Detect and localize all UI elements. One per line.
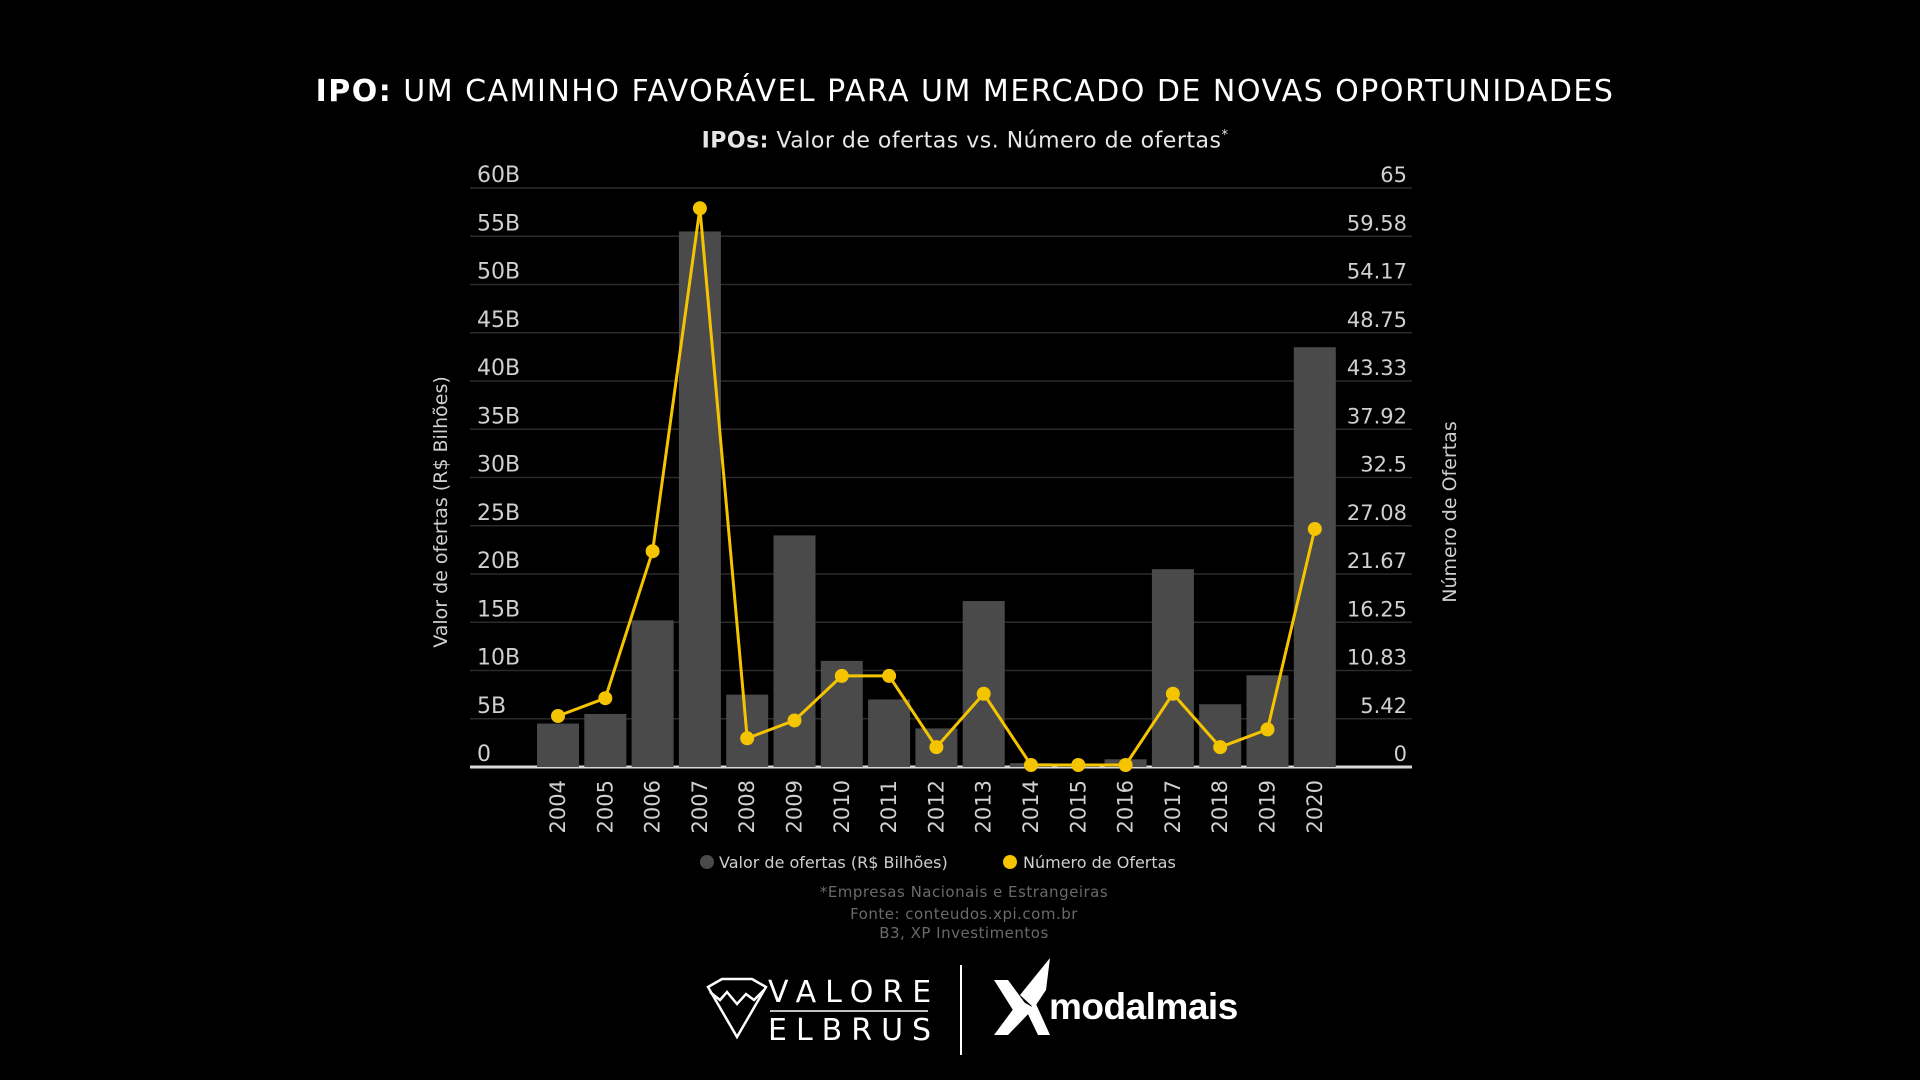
page-title: IPO: UM CAMINHO FAVORÁVEL PARA UM MERCAD… <box>0 74 1920 109</box>
x-tick-label: 2014 <box>1019 780 1043 833</box>
valore-diamond-icon <box>706 977 768 1040</box>
y-right-tick-label: 37.92 <box>1347 404 1407 428</box>
x-tick-label: 2017 <box>1161 780 1185 833</box>
bar <box>1293 347 1336 767</box>
x-tick-label: 2012 <box>924 780 948 833</box>
footnote: *Empresas Nacionais e Estrangeiras <box>819 883 1109 901</box>
x-tick-label: 2009 <box>783 780 807 833</box>
line-point <box>1307 521 1322 536</box>
axis-ticks: 0 5B 10B 15B 20B 25B 30B 35B 40B 45B 50B 55B 60B 0 5.4… <box>430 163 1461 833</box>
legend-label-line: Número de Ofertas <box>1023 853 1176 872</box>
chart-subtitle-bold: IPOs: <box>701 128 769 154</box>
line-point <box>1165 686 1180 701</box>
line-point <box>1260 722 1275 737</box>
line-series <box>551 201 1322 772</box>
chart-subtitle: IPOs: Valor de ofertas vs. Número de ofe… <box>0 128 1920 153</box>
y-left-tick-label: 45B <box>477 308 520 333</box>
bar <box>773 535 816 767</box>
y-right-tick-label: 16.25 <box>1347 597 1407 621</box>
x-tick-label: 2018 <box>1208 780 1232 833</box>
legend: Valor de ofertas (R$ Bilhões) Número de O… <box>700 853 1176 872</box>
x-tick-label: 2020 <box>1303 780 1327 833</box>
y-right-tick-label: 54.17 <box>1347 260 1407 284</box>
x-tick-label: 2016 <box>1114 780 1138 833</box>
x-tick-label: 2007 <box>688 780 712 833</box>
valore-logo-text-2: ELBRUS <box>768 1013 941 1048</box>
x-tick-label: 2015 <box>1066 780 1090 833</box>
y-right-tick-label: 43.33 <box>1347 356 1407 380</box>
x-tick-label: 2006 <box>641 780 665 833</box>
legend-swatch-bars <box>700 855 714 869</box>
bar <box>1199 704 1242 767</box>
line-point <box>551 709 565 724</box>
y-left-tick-label: 30B <box>477 453 520 478</box>
line-point <box>787 713 802 728</box>
line-point <box>929 740 944 755</box>
grid <box>470 187 1412 769</box>
line-point <box>882 668 897 683</box>
chart-subtitle-rest: Valor de ofertas vs. Número de ofertas <box>768 128 1222 154</box>
x-tick-label: 2005 <box>593 780 617 833</box>
y-right-axis-title: Número de Ofertas <box>1439 421 1461 602</box>
y-right-tick-label: 21.67 <box>1347 549 1407 573</box>
modalmais-logo-icon <box>994 958 1050 1035</box>
line-point <box>1071 758 1086 772</box>
y-right-tick-label: 27.08 <box>1347 501 1407 525</box>
line-point <box>976 686 991 701</box>
bar <box>537 723 579 767</box>
legend-label-bars: Valor de ofertas (R$ Bilhões) <box>719 853 948 872</box>
y-left-tick-label: 50B <box>477 260 520 285</box>
x-tick-label: 2019 <box>1256 780 1280 833</box>
legend-swatch-line <box>1003 855 1017 869</box>
x-tick-label: 2008 <box>735 780 759 833</box>
y-left-tick-label: 40B <box>477 356 520 381</box>
y-right-tick-label: 65 <box>1380 163 1407 187</box>
bar <box>868 699 911 767</box>
x-tick-label: 2004 <box>546 780 570 833</box>
y-right-tick-label: 0 <box>1394 742 1407 766</box>
y-left-tick-label: 55B <box>477 211 520 236</box>
y-left-tick-label: 15B <box>477 597 520 622</box>
y-right-tick-label: 5.42 <box>1360 694 1407 718</box>
y-left-tick-label: 35B <box>477 404 520 429</box>
modalmais-logo-text: modalmais <box>1049 986 1238 1027</box>
bar <box>1246 675 1289 767</box>
y-left-tick-label: 5B <box>477 694 506 719</box>
line-point <box>834 668 849 683</box>
y-right-tick-label: 10.83 <box>1347 646 1407 670</box>
y-left-tick-label: 60B <box>477 163 520 188</box>
bar <box>584 713 627 767</box>
chart-subtitle-mark: * <box>1221 128 1229 143</box>
bar <box>1151 569 1194 767</box>
x-tick-label: 2010 <box>830 780 854 833</box>
valore-logo-text-1: VALORE <box>768 975 941 1010</box>
line-point <box>692 201 707 216</box>
line-point <box>740 731 755 746</box>
bar <box>631 620 674 767</box>
bar <box>962 601 1005 767</box>
source-note: Fonte: conteudos.xpi.com.br <box>850 905 1078 923</box>
y-left-tick-label: 25B <box>477 501 520 526</box>
page-title-rest: UM CAMINHO FAVORÁVEL PARA UM MERCADO DE … <box>392 74 1615 109</box>
line-point <box>1118 758 1133 772</box>
line-point <box>645 544 660 559</box>
y-right-tick-label: 48.75 <box>1347 308 1407 332</box>
x-tick-label: 2013 <box>972 780 996 833</box>
y-left-tick-label: 0 <box>477 742 491 767</box>
y-right-tick-label: 32.5 <box>1360 453 1407 477</box>
bars <box>537 231 1336 768</box>
line-point <box>1024 758 1038 772</box>
y-left-tick-label: 10B <box>477 646 520 671</box>
line-point <box>598 691 613 706</box>
y-right-tick-label: 59.58 <box>1347 211 1407 235</box>
x-tick-label: 2011 <box>877 780 901 833</box>
line-point <box>1213 740 1228 755</box>
page-title-bold: IPO: <box>315 74 393 109</box>
source-note-2: B3, XP Investimentos <box>879 924 1049 942</box>
chart: 0 5B 10B 15B 20B 25B 30B 35B 40B 45B 50B 55B 60B 0 5.4… <box>430 163 1461 872</box>
y-left-tick-label: 20B <box>477 549 520 574</box>
y-left-axis-title: Valor de ofertas (R$ Bilhões) <box>430 376 452 648</box>
